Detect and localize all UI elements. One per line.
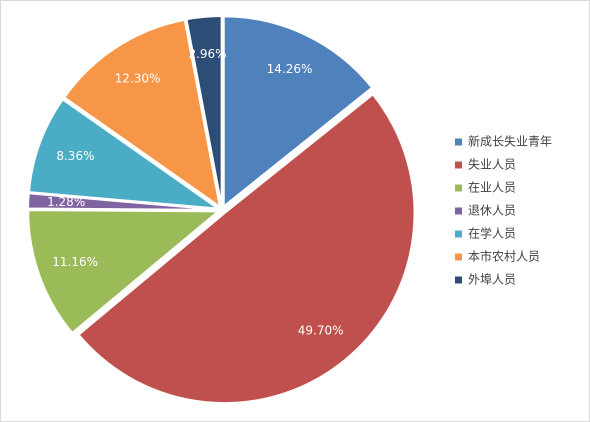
legend-swatch <box>455 184 462 192</box>
data-label: 1.28% <box>47 195 85 209</box>
legend-label: 在学人员 <box>468 226 516 241</box>
pie-slice <box>62 18 222 209</box>
data-label: 12.30% <box>115 71 161 85</box>
data-label: 49.70% <box>298 323 344 337</box>
pie-slice <box>27 192 219 211</box>
pie-slice <box>27 98 222 210</box>
legend-label: 新成长失业青年 <box>468 134 552 149</box>
legend-swatch <box>455 253 462 261</box>
pie-slice <box>222 15 374 209</box>
legend-swatch <box>455 230 462 238</box>
data-label: 14.26% <box>267 62 313 76</box>
legend-label: 本市农村人员 <box>468 249 540 264</box>
data-label: 11.16% <box>52 255 98 269</box>
legend-swatch <box>455 276 462 284</box>
data-label: 8.36% <box>56 149 94 163</box>
legend-label: 在业人员 <box>468 181 516 195</box>
legend-label: 退休人员 <box>468 204 516 218</box>
legend-swatch <box>455 138 462 146</box>
pie-slice <box>185 15 223 207</box>
legend-label: 失业人员 <box>468 157 516 172</box>
legend-label: 外埠人员 <box>468 273 516 287</box>
pie-slice <box>77 92 416 405</box>
data-label: 2.96% <box>188 47 226 61</box>
legend-swatch <box>455 207 462 215</box>
legend-swatch <box>455 161 462 169</box>
pie-slice <box>27 209 221 335</box>
